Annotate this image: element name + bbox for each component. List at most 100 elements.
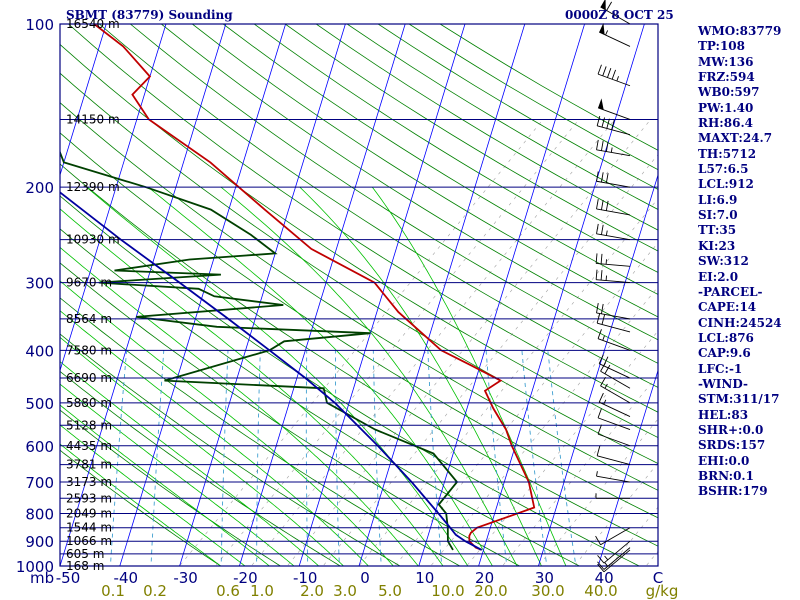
wind-barb [596,171,631,188]
mixing-ratio-line [334,350,340,566]
mixing-ratio-label: 20.0 [474,582,507,600]
pressure-tick-label: 1000 [16,558,54,576]
plot-frame [59,23,659,567]
sounding-index: TT:35 [698,223,737,238]
moist-adiabat-line [60,246,419,566]
wind-barb [595,269,631,284]
sounding-index: WMO:83779 [698,24,782,38]
dry-adiabat-line [60,409,282,566]
saturation-grid-line [322,154,658,566]
pressure-tick-label: 900 [25,533,54,551]
dewpoint-trace [60,149,459,551]
mixing-ratio-label: 40.0 [584,582,617,600]
height-label: 10930 m [66,233,120,247]
moist-adiabat-line [60,310,369,566]
wind-barb [600,362,631,389]
isotherm-line [238,24,406,566]
sounding-index: WB0:597 [698,85,760,100]
pressure-tick-label: 500 [25,395,54,413]
wind-barb [597,549,631,573]
mixing-ratio-label: 30.0 [531,582,564,600]
dry-adiabat-line [130,24,658,364]
mixing-ratio-line [547,350,577,566]
moist-adiabat-line [60,361,320,566]
height-label: 12390 m [66,180,120,194]
moist-adiabat-line [60,383,295,566]
sounding-index: CAPE:14 [698,300,757,315]
temperature-tick-label: -10 [293,569,318,587]
dry-adiabat-line [60,102,658,491]
dry-adiabat-line [161,24,658,341]
height-label: 2593 m [66,491,112,505]
temperature-axis-unit: C [653,569,663,587]
wind-barb [596,116,631,136]
wind-barb [597,424,631,447]
mixing-ratio-line [305,350,309,566]
dry-adiabat-line [60,449,222,566]
sounding-index: SHR+:0.0 [698,422,764,437]
mixing-ratio-line [220,350,229,566]
wind-barb [596,139,631,157]
sounding-index: PW:1.40 [698,100,754,115]
height-label: 3781 m [66,458,112,472]
parcel-trace [60,191,483,551]
sounding-index: SRDS:157 [698,438,766,453]
moist-adiabat-line [60,404,271,566]
mixing-ratio-unit: g/kg [646,582,679,600]
mixing-ratio-line [372,350,382,566]
sounding-index: LFC:-1 [698,361,743,376]
dry-adiabat-line [60,43,658,438]
plot-area [60,24,658,566]
isotherm-line [418,24,586,566]
height-label: 5128 m [66,418,112,432]
isotherm-line [119,24,287,566]
temperature-tick-label: 10 [415,569,434,587]
wind-barb [596,303,631,320]
isotherm-line [298,24,466,566]
pressure-tick-label: 200 [25,179,54,197]
wind-barb [596,223,631,241]
height-label: 9670 m [66,276,112,290]
wind-barb [597,408,631,430]
sounding-index: CAP:9.6 [698,346,751,361]
height-label: 605 m [66,547,104,561]
wind-barb [597,98,631,120]
moist-adiabat-line [60,443,222,566]
wind-barb [596,313,631,333]
sounding-index: BRN:0.1 [698,468,754,483]
mixing-ratio-label: 0.1 [101,582,125,600]
height-label: 6690 m [66,371,112,385]
temperature-tick-label: 0 [360,569,370,587]
saturation-grid-line [358,198,658,566]
wind-barb [596,446,631,466]
temperature-tick-label: 20 [475,569,494,587]
sounding-index: LI:6.9 [698,192,738,207]
mixing-ratio-line [485,350,508,566]
mixing-ratio-label: 0.2 [143,582,167,600]
sounding-index: SI:7.0 [698,208,738,223]
isotherm-line [597,369,658,566]
isotherm-line [179,24,346,566]
height-label: 14150 m [66,112,120,126]
sounding-index: STM:311/17 [698,392,780,407]
dry-adiabat-line [192,24,658,318]
sounding-index: -PARCEL- [698,284,763,299]
sounding-index: TH:5712 [698,146,757,161]
sounding-indices-panel: WMO:83779 TP:108 MW:136 FRZ:594 WB0:597 PW:1.… [698,24,782,500]
mixing-ratio-line [256,350,261,566]
dry-adiabat-line [222,24,658,295]
wind-barb [595,493,630,499]
sounding-index: TP:108 [698,39,746,54]
sounding-index: EHI:0.0 [698,453,750,468]
height-label: 3173 m [66,475,112,489]
moist-adiabat-line [147,186,493,566]
pressure-tick-label: 300 [25,275,54,293]
sounding-time: 0000Z 8 OCT 25 [565,8,674,22]
dry-adiabat-line [60,228,581,566]
height-label: 168 m [66,559,104,573]
mixing-ratio-label: 2.0 [300,582,324,600]
dry-adiabat-line [60,132,658,519]
mixing-ratio-line [150,350,165,566]
sounding-index: KI:23 [698,238,736,253]
